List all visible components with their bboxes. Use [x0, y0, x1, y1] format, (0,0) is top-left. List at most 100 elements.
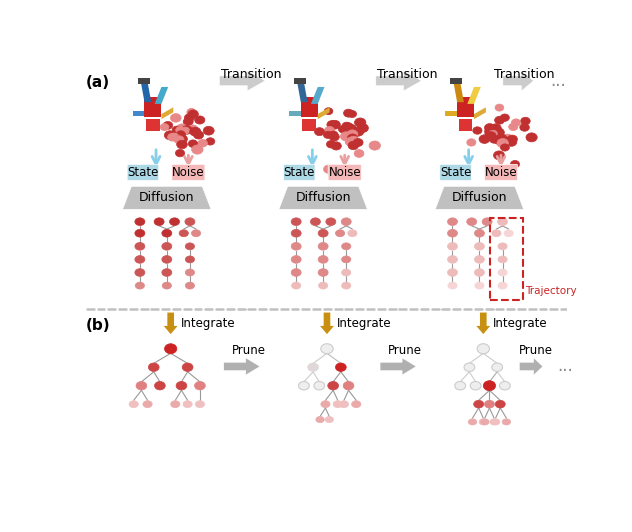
Ellipse shape	[492, 128, 502, 136]
Ellipse shape	[355, 118, 366, 127]
Bar	[138, 79, 150, 84]
Ellipse shape	[494, 151, 504, 160]
Ellipse shape	[342, 282, 351, 289]
Ellipse shape	[164, 344, 177, 354]
Text: Diffusion: Diffusion	[452, 192, 507, 204]
Ellipse shape	[176, 127, 185, 134]
Ellipse shape	[491, 419, 500, 425]
Ellipse shape	[479, 135, 490, 144]
Ellipse shape	[135, 269, 145, 276]
Ellipse shape	[135, 255, 145, 263]
Ellipse shape	[135, 282, 145, 289]
Bar	[451, 79, 462, 84]
Ellipse shape	[464, 363, 475, 371]
Polygon shape	[446, 111, 457, 116]
Text: Integrate: Integrate	[337, 317, 392, 330]
Ellipse shape	[331, 142, 341, 150]
Ellipse shape	[185, 114, 194, 122]
Ellipse shape	[492, 363, 502, 371]
Ellipse shape	[329, 120, 341, 129]
Ellipse shape	[174, 136, 184, 144]
Ellipse shape	[143, 401, 152, 408]
Ellipse shape	[369, 141, 380, 150]
FancyBboxPatch shape	[328, 164, 362, 180]
Ellipse shape	[490, 419, 498, 425]
Ellipse shape	[498, 282, 507, 289]
Ellipse shape	[341, 132, 352, 141]
Ellipse shape	[500, 114, 509, 121]
Polygon shape	[454, 84, 464, 102]
Ellipse shape	[447, 218, 458, 226]
Ellipse shape	[485, 128, 494, 135]
Polygon shape	[467, 87, 481, 104]
Ellipse shape	[154, 381, 166, 390]
Ellipse shape	[195, 381, 205, 390]
Polygon shape	[318, 107, 330, 119]
Ellipse shape	[475, 269, 485, 276]
Ellipse shape	[182, 363, 193, 371]
Ellipse shape	[135, 229, 145, 237]
Ellipse shape	[479, 419, 487, 425]
Ellipse shape	[501, 144, 509, 151]
Ellipse shape	[171, 114, 181, 122]
Ellipse shape	[498, 243, 507, 250]
Text: Integrate: Integrate	[181, 317, 235, 330]
Ellipse shape	[163, 121, 173, 129]
Ellipse shape	[467, 218, 477, 226]
Ellipse shape	[195, 116, 205, 124]
Ellipse shape	[319, 282, 328, 289]
FancyBboxPatch shape	[172, 164, 205, 180]
Ellipse shape	[162, 255, 172, 263]
Ellipse shape	[183, 401, 192, 408]
Ellipse shape	[177, 140, 187, 149]
Ellipse shape	[447, 243, 458, 250]
Ellipse shape	[324, 107, 333, 115]
Ellipse shape	[308, 363, 319, 371]
Ellipse shape	[490, 124, 501, 132]
Ellipse shape	[482, 218, 492, 226]
Ellipse shape	[467, 139, 476, 146]
Ellipse shape	[485, 401, 494, 408]
Ellipse shape	[205, 138, 215, 145]
Ellipse shape	[455, 381, 466, 390]
Ellipse shape	[318, 269, 328, 276]
Ellipse shape	[329, 131, 338, 138]
Ellipse shape	[169, 218, 179, 226]
Ellipse shape	[511, 161, 520, 168]
Ellipse shape	[341, 218, 351, 226]
Ellipse shape	[326, 218, 336, 226]
Ellipse shape	[321, 401, 330, 408]
Ellipse shape	[185, 282, 195, 289]
Polygon shape	[161, 107, 173, 119]
Ellipse shape	[171, 401, 180, 408]
FancyArrow shape	[520, 358, 543, 375]
Bar	[459, 119, 472, 131]
Ellipse shape	[324, 131, 332, 138]
FancyBboxPatch shape	[127, 164, 159, 180]
Ellipse shape	[187, 109, 197, 117]
Text: State: State	[127, 166, 159, 179]
Text: Transition: Transition	[494, 69, 554, 81]
Polygon shape	[133, 111, 145, 116]
Ellipse shape	[526, 133, 537, 142]
Ellipse shape	[348, 230, 357, 237]
Ellipse shape	[342, 269, 351, 276]
Bar	[301, 97, 318, 118]
Ellipse shape	[318, 255, 328, 263]
Ellipse shape	[198, 139, 207, 147]
Ellipse shape	[343, 122, 353, 131]
Bar	[145, 97, 161, 118]
Ellipse shape	[162, 282, 171, 289]
Ellipse shape	[496, 134, 507, 142]
Ellipse shape	[291, 229, 301, 237]
Ellipse shape	[495, 117, 504, 124]
Polygon shape	[289, 111, 301, 116]
Ellipse shape	[185, 218, 195, 226]
Ellipse shape	[345, 137, 356, 146]
FancyArrow shape	[503, 71, 533, 91]
Ellipse shape	[473, 127, 482, 134]
FancyBboxPatch shape	[485, 164, 518, 180]
Ellipse shape	[495, 401, 505, 408]
Ellipse shape	[475, 282, 484, 289]
Ellipse shape	[324, 127, 334, 135]
